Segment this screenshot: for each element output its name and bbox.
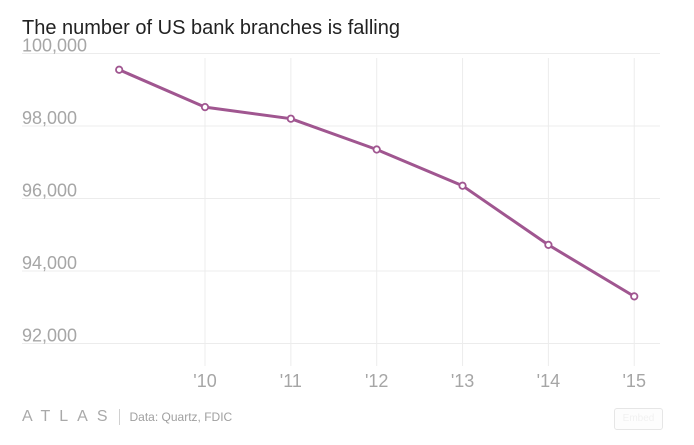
data-point: [458, 181, 467, 190]
data-point: [630, 292, 639, 301]
chart-footer: ATLAS Data: Quartz, FDIC: [22, 404, 232, 430]
footer-divider: [118, 409, 120, 425]
atlas-logo[interactable]: ATLAS: [22, 408, 117, 425]
y-tick-label: 92,000: [22, 325, 77, 345]
data-point: [372, 145, 381, 154]
y-tick-label: 94,000: [22, 253, 77, 273]
series-layer: [115, 65, 639, 301]
x-tick-label: '10: [193, 371, 216, 391]
x-tick-label: '13: [451, 371, 474, 391]
data-point: [286, 114, 295, 123]
data-point: [544, 240, 553, 249]
data-source: Data: Quartz, FDIC: [129, 410, 233, 424]
x-tick-label: '11: [280, 371, 302, 391]
y-tick-label: 100,000: [22, 35, 87, 55]
y-tick-label: 98,000: [22, 108, 77, 128]
chart-title: The number of US bank branches is fallin…: [22, 17, 400, 39]
y-tick-label: 96,000: [22, 180, 77, 200]
x-tick-label: '12: [365, 371, 388, 391]
x-tick-label: '14: [537, 371, 560, 391]
grid-lines: [22, 52, 660, 366]
x-tick-label: '15: [623, 371, 646, 391]
data-point: [200, 102, 210, 112]
x-axis-ticks: '10 '11 '12 '13 '14 '15: [193, 371, 646, 391]
embed-button[interactable]: Embed: [614, 408, 663, 430]
data-point: [115, 65, 124, 74]
y-axis-ticks: 92,000 94,000 96,000 98,000 100,000: [22, 35, 87, 345]
